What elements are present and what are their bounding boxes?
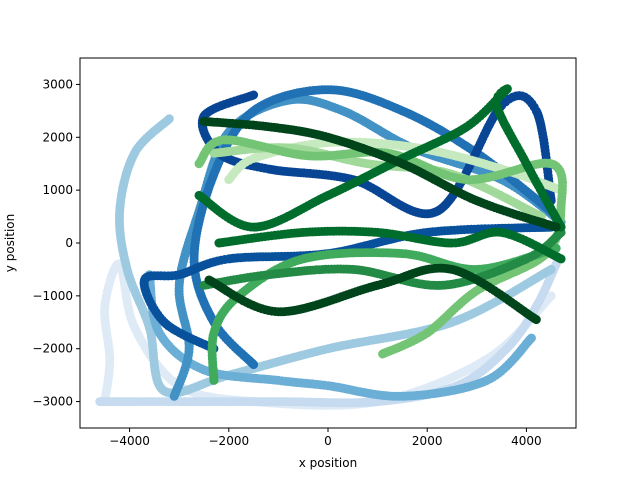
trajectory-series <box>114 114 556 398</box>
x-axis: −4000 −2000 0 2000 4000 <box>109 428 542 448</box>
trajectory-point <box>526 333 536 343</box>
trajectory-series <box>204 263 541 325</box>
y-tick-label: 1000 <box>42 183 73 197</box>
trajectory-point <box>556 254 566 264</box>
y-tick-label: 0 <box>65 236 73 250</box>
trajectory-series <box>197 90 556 219</box>
y-axis-label: y position <box>3 214 17 272</box>
trajectory-point <box>546 291 556 301</box>
x-tick-label: 2000 <box>412 434 443 448</box>
y-tick-label: 2000 <box>42 130 73 144</box>
trajectory-point <box>531 315 541 325</box>
y-axis: −3000 −2000 −1000 0 1000 2000 3000 <box>32 77 80 409</box>
y-tick-label: −1000 <box>32 289 73 303</box>
plot-area <box>95 84 567 410</box>
x-tick-label: 0 <box>324 434 332 448</box>
trajectory-point <box>378 349 388 359</box>
x-tick-label: −4000 <box>109 434 150 448</box>
trajectory-point <box>546 264 556 274</box>
x-tick-label: 4000 <box>511 434 542 448</box>
trajectory-series <box>199 116 561 232</box>
y-tick-label: −3000 <box>32 395 73 409</box>
trajectory-series <box>214 226 566 264</box>
trajectory-point <box>551 222 561 232</box>
x-tick-label: −2000 <box>209 434 250 448</box>
y-tick-label: −2000 <box>32 342 73 356</box>
x-axis-label: x position <box>299 456 357 470</box>
y-tick-label: 3000 <box>42 77 73 91</box>
trajectory-series <box>194 84 566 232</box>
